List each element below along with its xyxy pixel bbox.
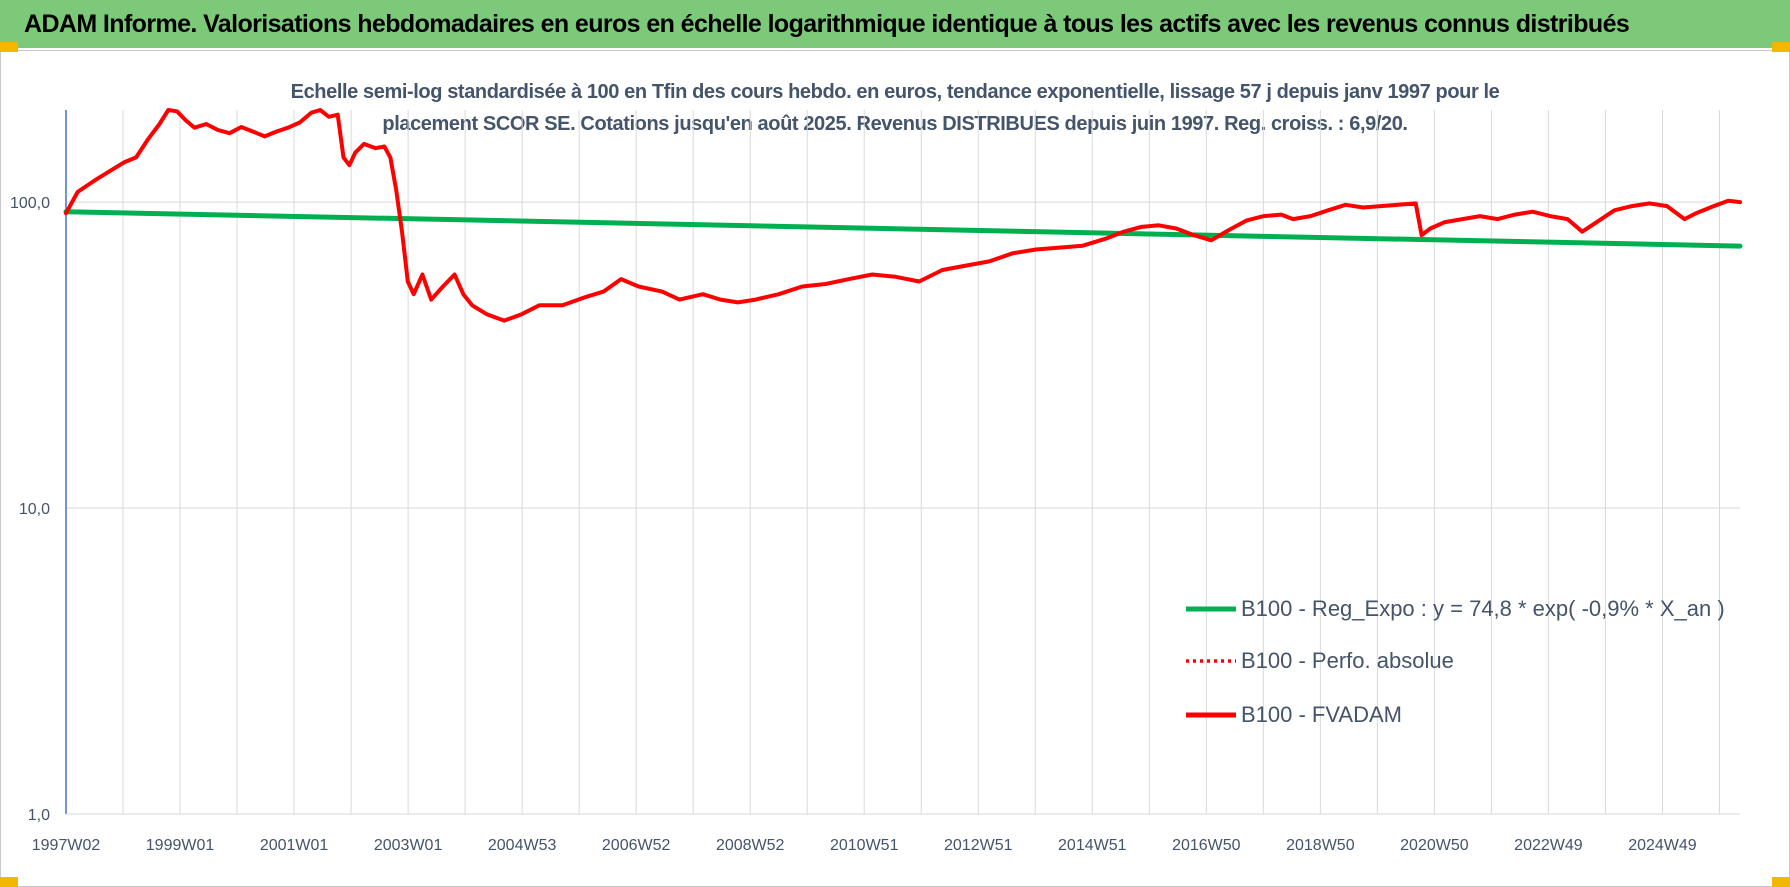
- x-tick-label: 2008W52: [716, 837, 785, 854]
- legend-label: B100 - Reg_Expo : y = 74,8 * exp( -0,9% …: [1241, 596, 1725, 621]
- corner-mark-top-right: [1772, 42, 1790, 52]
- x-tick-label: 2024W49: [1628, 837, 1697, 854]
- chart-title: Echelle semi-log standardisée à 100 en T…: [150, 76, 1640, 140]
- axes: [65, 110, 1740, 815]
- corner-mark-top-left: [0, 42, 18, 52]
- x-tick-label: 2010W51: [830, 837, 899, 854]
- chart-title-line-1: Echelle semi-log standardisée à 100 en T…: [290, 81, 1500, 103]
- y-tick-label: 100,0: [10, 195, 50, 212]
- x-tick-label: 2018W50: [1286, 837, 1355, 854]
- tick-labels: 1,0 10,0 100,0 1997W02 1999W01 2001W01 2003W01…: [10, 195, 1697, 854]
- y-tick-label: 1,0: [28, 807, 50, 824]
- x-tick-label: 1999W01: [146, 837, 215, 854]
- x-tick-label: 2022W49: [1514, 837, 1583, 854]
- banner-title: ADAM Informe. Valorisations hebdomadaire…: [24, 9, 1630, 38]
- grid-lines: [66, 110, 1740, 815]
- x-tick-label: 2012W51: [944, 837, 1013, 854]
- corner-mark-bottom-right: [1772, 877, 1790, 887]
- legend: B100 - Reg_Expo : y = 74,8 * exp( -0,9% …: [1186, 596, 1725, 727]
- x-tick-label: 2004W53: [488, 837, 557, 854]
- legend-label: B100 - Perfo. absolue: [1241, 648, 1454, 673]
- legend-label: B100 - FVADAM: [1241, 702, 1402, 727]
- series-lines: [63, 108, 1743, 323]
- x-tick-label: 2003W01: [374, 837, 443, 854]
- y-tick-label: 10,0: [19, 501, 50, 518]
- x-tick-label: 2020W50: [1400, 837, 1469, 854]
- x-tick-label: 1997W02: [32, 837, 101, 854]
- chart-title-line-2: placement SCOR SE. Cotations jusqu'en ao…: [382, 113, 1408, 135]
- x-tick-label: 2006W52: [602, 837, 671, 854]
- x-tick-label: 2001W01: [260, 837, 329, 854]
- corner-mark-bottom-left: [0, 877, 18, 887]
- header-banner: ADAM Informe. Valorisations hebdomadaire…: [0, 0, 1790, 48]
- x-tick-label: 2016W50: [1172, 837, 1241, 854]
- x-tick-label: 2014W51: [1058, 837, 1127, 854]
- regression-series-line: [63, 209, 1743, 249]
- fvadam-series-line: [64, 108, 1742, 323]
